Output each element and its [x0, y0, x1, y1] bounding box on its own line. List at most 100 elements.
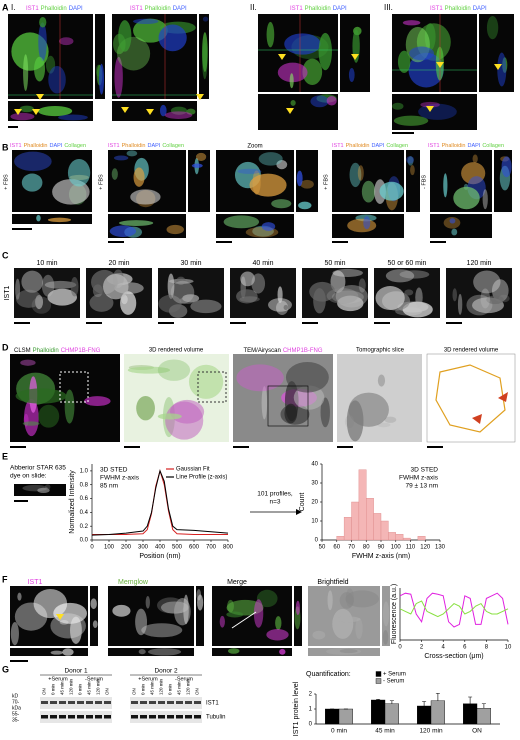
arrow-head [296, 509, 302, 515]
micrograph-feature [170, 106, 188, 115]
micrograph-feature [407, 156, 414, 166]
y-tick-label: 0.6 [80, 496, 89, 502]
x-tick-label: 2 [420, 645, 424, 651]
micrograph-feature [113, 155, 129, 161]
lane-label: ON [42, 688, 47, 695]
micrograph-feature [409, 46, 435, 61]
channel-name: Collagen [482, 143, 504, 149]
micrograph-feature [23, 54, 29, 92]
micrograph [196, 586, 204, 646]
micrograph-feature [70, 276, 79, 297]
channel-name: Collagen [386, 143, 408, 149]
bar [463, 703, 478, 725]
channel-name: CLSM [14, 348, 31, 354]
legend-label: Gaussian Fit [176, 467, 210, 473]
error-bar [435, 692, 440, 701]
micrograph-feature [379, 181, 404, 201]
channel-name: DAPI [467, 143, 480, 149]
y-tick-label: 20 [311, 500, 318, 506]
bar [371, 699, 386, 725]
micrograph [112, 101, 197, 121]
error-bar [468, 696, 473, 704]
micrograph-feature [50, 613, 86, 639]
micrograph-feature [357, 165, 364, 181]
scale-bar [427, 446, 443, 448]
micrograph-feature [120, 291, 137, 315]
roi-box [267, 385, 309, 427]
micrograph-feature [111, 168, 118, 180]
micrograph-feature [118, 20, 132, 52]
micrograph-feature [443, 173, 448, 198]
micrograph-feature [227, 599, 234, 613]
channel-label: IST1 Phalloidin DAPI [26, 6, 83, 12]
micrograph-feature [197, 594, 204, 611]
bar [384, 703, 400, 725]
arrowhead [426, 106, 434, 112]
lane-label: ON [132, 688, 137, 695]
micrograph-feature [402, 20, 421, 26]
scale-bar [302, 322, 318, 324]
channel-label: IST1 Phalloidin DAPI [430, 6, 487, 12]
micrograph-feature [239, 296, 260, 303]
scale-bar [374, 322, 390, 324]
micrograph-feature [302, 58, 323, 86]
label: Donor 2 [154, 668, 178, 675]
y-tick-label: 0.2 [80, 524, 89, 530]
x-tick-label: 200 [121, 545, 132, 551]
micrograph-feature [22, 421, 40, 426]
error-bar [481, 703, 486, 709]
band [95, 715, 102, 719]
legend-label: Line Profile (z-axis) [176, 475, 227, 481]
band [194, 701, 201, 704]
y-tick-label: 1.0 [80, 468, 89, 474]
band [41, 715, 48, 719]
arrowhead [498, 392, 508, 402]
micrograph-feature [393, 115, 429, 126]
annotation: FWHM z-axis [399, 475, 439, 482]
micrograph-feature [392, 102, 404, 110]
channel-name: IST1 [430, 6, 443, 12]
micrograph-feature [195, 152, 207, 161]
arrowhead [472, 414, 482, 424]
micrograph-feature [249, 173, 287, 197]
micrograph-feature [182, 294, 200, 303]
lane-label: 120 min [159, 678, 164, 695]
micrograph-feature [109, 225, 137, 237]
micrograph-feature [50, 650, 63, 655]
channel-name: Phalloidin [442, 143, 466, 149]
band [86, 715, 93, 719]
micrograph-feature [15, 289, 42, 308]
legend-swatch [375, 678, 382, 684]
channel-name: DAPI [333, 6, 347, 12]
micrograph-feature [133, 167, 145, 187]
micrograph-feature [296, 170, 303, 187]
scale-bar [12, 228, 32, 230]
x-axis-label: FWHM z-axis (nm) [352, 553, 410, 560]
label: +Serum [48, 676, 68, 682]
y-tick-label: 0.4 [80, 510, 89, 516]
x-tick-label: 80 [363, 545, 370, 551]
micrograph-feature [501, 156, 512, 178]
arrowhead [146, 109, 154, 115]
micrograph-feature [406, 156, 415, 164]
x-tick-label: 600 [189, 545, 200, 551]
micrograph-feature [237, 168, 262, 174]
channel-name: IST1 [26, 6, 39, 12]
time-label: 50 or 60 min [388, 260, 427, 267]
micrograph-feature [99, 63, 105, 95]
micrograph-feature [326, 288, 359, 304]
histogram-bar [336, 536, 345, 541]
micrograph-feature [89, 293, 114, 312]
micrograph-feature [44, 280, 77, 289]
annotation: 85 nm [100, 483, 118, 490]
lane-label: ON [105, 688, 110, 695]
micrograph-feature [37, 487, 50, 494]
micrograph-feature [309, 281, 336, 302]
lane-label: 120 min [96, 678, 101, 695]
channel-name: DAPI [173, 6, 187, 12]
micrograph-feature [363, 216, 371, 230]
time-label: 50 min [324, 260, 345, 267]
channel-name: Phalloidin [346, 143, 370, 149]
micrograph-feature [90, 598, 97, 610]
micrograph-feature [298, 201, 312, 210]
